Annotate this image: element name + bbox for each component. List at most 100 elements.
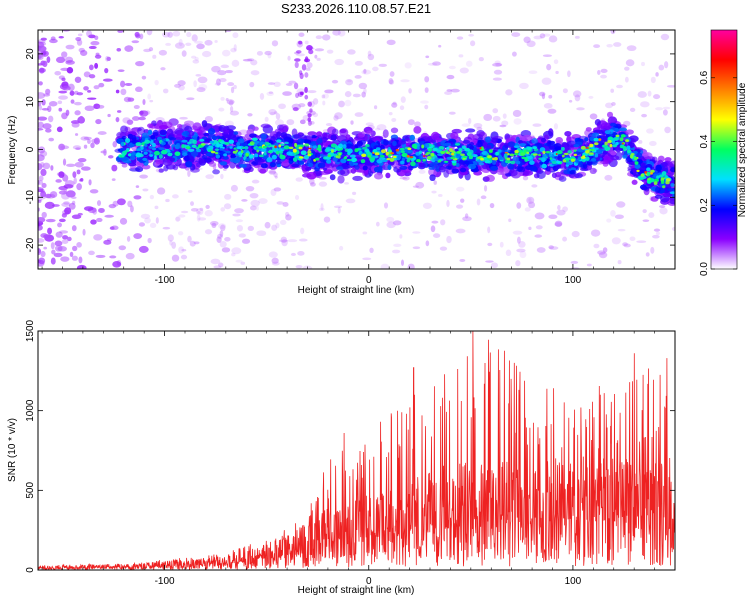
heatmap-cell <box>275 222 280 229</box>
heatmap-cell <box>233 147 237 150</box>
heatmap-cell <box>300 150 307 156</box>
heatmap-cell <box>655 164 662 172</box>
heatmap-cell <box>542 150 546 154</box>
heatmap-cell <box>492 157 495 161</box>
heatmap-cell <box>516 248 526 253</box>
heatmap-cell <box>383 139 389 146</box>
heatmap-cell <box>492 77 502 81</box>
heatmap-cell <box>232 213 241 217</box>
heatmap-cell <box>590 157 597 162</box>
heatmap-cell <box>260 147 267 152</box>
heatmap-cell <box>105 55 110 62</box>
heatmap-cell <box>312 112 319 118</box>
heatmap-cell <box>532 146 537 150</box>
heatmap-cell <box>196 87 206 93</box>
heatmap-cell <box>642 219 650 223</box>
heatmap-cell <box>562 206 568 212</box>
heatmap-cell <box>189 138 195 144</box>
heatmap-cell <box>585 127 592 132</box>
heatmap-cell <box>41 108 49 111</box>
colorbar-ticks: 0.0 0.2 0.4 0.6 <box>699 70 737 276</box>
heatmap-cell <box>199 207 204 212</box>
heatmap-cell <box>235 149 239 153</box>
heatmap-cell <box>175 216 181 222</box>
heatmap-cell <box>219 78 227 83</box>
heatmap-cell <box>69 90 75 96</box>
heatmap-cell <box>529 160 535 165</box>
heatmap-cell <box>479 147 482 150</box>
heatmap-cell <box>666 85 675 88</box>
heatmap-cell <box>645 252 650 257</box>
heatmap-cell <box>318 147 322 152</box>
heatmap-cell <box>661 165 669 171</box>
heatmap-cell <box>399 176 408 180</box>
heatmap-cell <box>631 179 638 185</box>
heatmap-cell <box>276 139 282 143</box>
heatmap-cell <box>485 136 492 143</box>
heatmap-cell <box>298 238 308 242</box>
heatmap-cell <box>649 140 657 147</box>
heatmap-y-tick-label: 10 <box>25 96 36 108</box>
heatmap-cell <box>337 175 345 184</box>
heatmap-cell <box>72 245 78 252</box>
heatmap-cell <box>318 162 326 168</box>
heatmap-cell <box>112 141 118 148</box>
heatmap-cell <box>111 178 116 181</box>
heatmap-cell <box>362 165 368 171</box>
heatmap-cell <box>364 149 370 153</box>
heatmap-cell <box>600 68 608 73</box>
heatmap-cell <box>461 123 471 127</box>
heatmap-cell <box>220 173 224 180</box>
heatmap-cell <box>615 134 620 138</box>
heatmap-cell <box>210 140 215 144</box>
heatmap-cell <box>598 251 608 259</box>
heatmap-cell <box>298 156 304 159</box>
heatmap-cell <box>383 202 389 209</box>
heatmap-cell <box>389 79 395 85</box>
heatmap-cell <box>130 205 134 213</box>
heatmap-cell <box>542 153 547 158</box>
heatmap-cell <box>167 152 173 157</box>
heatmap-cell <box>158 125 169 130</box>
heatmap-cell <box>642 209 647 214</box>
heatmap-cell <box>268 91 274 94</box>
heatmap-cell <box>182 131 190 136</box>
heatmap-cell <box>198 157 203 165</box>
heatmap-cell <box>278 103 286 110</box>
heatmap-cell <box>161 149 168 155</box>
heatmap-cell <box>158 49 167 56</box>
heatmap-cell <box>406 158 410 163</box>
heatmap-cell <box>96 217 103 223</box>
heatmap-cell <box>62 85 71 91</box>
heatmap-cell <box>297 138 305 144</box>
heatmap-cell <box>518 241 526 248</box>
heatmap-cell <box>455 162 460 168</box>
heatmap-cell <box>130 155 136 161</box>
heatmap-cell <box>236 156 242 160</box>
heatmap-cell <box>108 203 117 209</box>
heatmap-cell <box>539 91 546 97</box>
heatmap-cell <box>400 150 405 153</box>
heatmap-cell <box>646 171 651 176</box>
heatmap-cell <box>386 221 396 229</box>
heatmap-cell <box>314 48 325 52</box>
heatmap-cell <box>61 238 69 245</box>
heatmap-cell <box>505 249 512 257</box>
heatmap-cell <box>465 60 473 67</box>
heatmap-cell <box>236 224 243 232</box>
heatmap-cell <box>614 214 624 220</box>
heatmap-cell <box>392 140 397 147</box>
heatmap-cell <box>585 147 590 149</box>
heatmap-cell <box>229 110 239 116</box>
heatmap-cell <box>50 36 56 41</box>
heatmap-cell <box>148 145 154 149</box>
heatmap-cell <box>205 174 215 180</box>
heatmap-cell <box>299 91 304 96</box>
heatmap-cell <box>646 128 654 134</box>
heatmap-cell <box>56 126 63 133</box>
heatmap-cell <box>391 249 401 254</box>
heatmap-cell <box>542 33 551 37</box>
heatmap-cell <box>634 164 641 169</box>
heatmap-cell <box>325 123 333 127</box>
